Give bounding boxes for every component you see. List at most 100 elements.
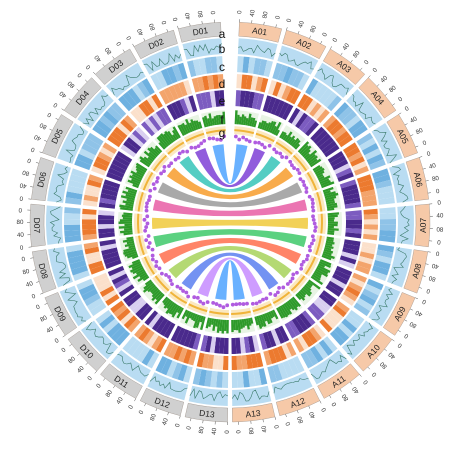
tick-label: 40	[58, 89, 68, 99]
tick-label: 40	[19, 181, 28, 189]
synteny-ribbon	[153, 199, 307, 216]
tick-label: 80	[309, 24, 318, 34]
chromosome-label: A13	[245, 408, 261, 420]
tick-label: 0	[115, 40, 123, 47]
tick-label: 40	[93, 53, 103, 63]
tick-label: 40	[297, 20, 306, 29]
tick-label: 0	[30, 145, 36, 153]
tick-label: 40	[414, 308, 424, 318]
tick-label: 80	[431, 175, 440, 183]
tick-label: 0	[125, 34, 133, 41]
tick-label: 0	[330, 400, 338, 407]
tick-label: 40	[33, 133, 43, 142]
tick-label: 40	[341, 42, 351, 52]
tick-label: 0	[224, 430, 231, 434]
track-letter-c: c	[219, 60, 225, 74]
chromosome-label: D13	[199, 408, 216, 420]
tick-label: 80	[67, 355, 77, 365]
tick-label: 80	[415, 127, 425, 137]
track-letter-b: b	[219, 42, 226, 56]
tick-label: 0	[161, 19, 169, 25]
tick-label: 0	[362, 378, 370, 386]
tick-label: 0	[210, 10, 217, 15]
tick-label: 0	[371, 370, 379, 378]
tick-label: 0	[403, 332, 410, 340]
tick-label: 40	[76, 364, 86, 374]
tick-label: 40	[351, 385, 361, 395]
tick-label: 40	[25, 280, 34, 289]
tick-label: 0	[174, 422, 182, 428]
tick-label: 80	[39, 314, 49, 324]
tick-label: 0	[86, 375, 94, 383]
tick-label: 0	[331, 37, 339, 44]
tick-label: 0	[274, 15, 282, 20]
tick-label: 0	[19, 194, 24, 201]
tick-label: 0	[21, 256, 26, 264]
tick-label: 80	[17, 219, 24, 226]
tick-label: 40	[211, 427, 219, 435]
chromosome-label: A07	[418, 217, 428, 233]
tick-label: 80	[21, 168, 30, 177]
tick-label: 80	[428, 274, 437, 283]
tick-label: 0	[426, 150, 432, 158]
tick-label: 0	[321, 31, 329, 38]
tick-label: 40	[379, 74, 389, 84]
tick-label: 0	[236, 10, 243, 14]
tick-label: 0	[397, 95, 404, 103]
tick-label: 40	[431, 262, 440, 270]
tick-label: 0	[19, 244, 24, 251]
tick-label: 80	[197, 10, 205, 18]
tick-label: 0	[31, 293, 37, 301]
tick-label: 80	[149, 413, 158, 422]
tick-label: 0	[26, 156, 32, 164]
tick-label: 40	[409, 115, 419, 125]
tick-label: 0	[421, 297, 427, 305]
tick-label: 80	[296, 415, 305, 424]
tick-label: 0	[422, 139, 428, 147]
tick-label: 0	[235, 429, 242, 433]
tick-label: 0	[60, 346, 67, 354]
tick-label: 0	[404, 105, 411, 113]
tick-label: 40	[249, 9, 257, 17]
tick-label: 0	[285, 17, 293, 23]
tick-label: 0	[363, 59, 371, 67]
tick-label: 40	[115, 396, 125, 406]
tick-label: 80	[352, 49, 362, 59]
tick-label: 0	[437, 199, 442, 206]
tick-label: 0	[436, 238, 441, 245]
tick-label: 0	[84, 63, 92, 71]
tick-label: 0	[76, 71, 84, 79]
tick-label: 0	[372, 66, 380, 74]
tick-label: 40	[161, 417, 170, 426]
tick-label: 80	[261, 10, 269, 19]
synteny-ribbon	[152, 218, 308, 229]
tick-label: 0	[435, 249, 440, 257]
tick-label: 40	[436, 212, 444, 219]
tick-label: 80	[408, 320, 418, 330]
tick-label: 0	[172, 16, 180, 22]
tick-label: 0	[54, 337, 61, 345]
track-letter-a: a	[219, 27, 226, 41]
tick-label: 0	[185, 425, 193, 430]
tick-label: 80	[248, 427, 256, 435]
tick-label: 80	[388, 84, 398, 94]
tick-label: 80	[148, 22, 157, 31]
tick-label: 0	[320, 406, 328, 413]
tick-label: 0	[425, 287, 431, 295]
tick-label: 0	[284, 421, 292, 427]
track-letter-e: e	[219, 94, 226, 108]
tick-label: 40	[260, 425, 268, 433]
tick-label: 0	[95, 382, 103, 389]
track-letter-g: g	[219, 126, 226, 140]
tick-label: 40	[184, 12, 192, 21]
tick-label: 40	[17, 232, 25, 239]
tick-label: 0	[396, 341, 403, 349]
track-letter-d: d	[219, 77, 226, 91]
tick-label: 40	[387, 350, 397, 360]
tick-label: 80	[66, 79, 76, 89]
tick-label: 80	[436, 225, 444, 232]
tick-label: 80	[378, 360, 388, 370]
tick-label: 0	[127, 404, 135, 411]
